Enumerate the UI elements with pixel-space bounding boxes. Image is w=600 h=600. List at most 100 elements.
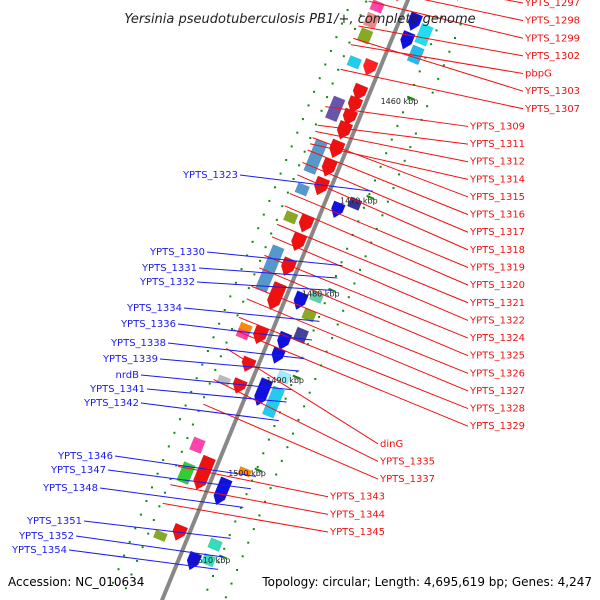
left-label-leader <box>206 251 343 267</box>
ring-dot <box>290 145 293 148</box>
ring-dot <box>336 323 339 326</box>
right-label-leader <box>271 236 469 321</box>
ring-dot <box>253 273 256 276</box>
ring-dot <box>326 96 329 99</box>
ring-dot <box>290 384 293 387</box>
genome-title: Yersinia pseudotuberculosis PB1/+, compl… <box>124 12 475 27</box>
right-gene-label: YPTS_1318 <box>469 245 525 256</box>
ring-dot <box>231 328 234 330</box>
ring-dot <box>236 314 239 317</box>
right-gene-label: YPTS_1307 <box>524 104 580 115</box>
ring-dot <box>414 132 417 135</box>
ring-dot <box>362 206 365 209</box>
ring-dot <box>381 214 384 217</box>
ring-dot <box>246 254 248 257</box>
ring-dot <box>191 423 194 426</box>
ring-dot <box>370 241 373 244</box>
gene-feature <box>400 29 416 50</box>
ring-dot <box>448 50 451 53</box>
ring-dot <box>201 363 204 366</box>
right-gene-label: YPTS_1311 <box>469 139 525 150</box>
right-gene-label: YPTS_1303 <box>524 86 580 97</box>
kbp-tick-mark <box>366 194 375 200</box>
left-gene-label: YPTS_1351 <box>26 516 82 527</box>
ring-dot <box>262 213 265 216</box>
ring-dot <box>292 432 294 435</box>
ring-dot <box>437 77 440 80</box>
ring-dot <box>284 397 287 400</box>
ring-dot <box>269 487 272 490</box>
ring-dot <box>186 437 189 440</box>
ring-dot <box>318 315 321 318</box>
gene-feature <box>362 57 379 76</box>
ring-dot <box>314 123 317 126</box>
kbp-tick-label: 1510 kbp <box>193 556 231 565</box>
left-gene-label: YPTS_1338 <box>110 338 166 349</box>
right-gene-label: YPTS_1302 <box>524 51 580 62</box>
ring-dot <box>228 534 231 537</box>
ring-dot <box>169 478 172 480</box>
ring-dot <box>346 9 349 11</box>
accession-label: Accession: NC_010634 <box>8 575 144 589</box>
ring-dot <box>128 540 131 543</box>
gene-feature <box>406 44 425 66</box>
ring-dot <box>426 105 429 108</box>
left-gene-label: YPTS_1347 <box>50 465 106 476</box>
ring-dot <box>206 588 209 591</box>
ring-dot <box>123 554 126 557</box>
ring-dot <box>368 193 371 196</box>
ring-dot <box>217 561 220 564</box>
ring-dot <box>348 41 351 44</box>
right-gene-label: YPTS_1316 <box>469 210 525 221</box>
ring-dot <box>259 259 261 262</box>
left-gene-label: YPTS_1346 <box>57 451 113 462</box>
right-gene-label: YPTS_1309 <box>469 121 525 132</box>
right-label-leader <box>358 25 524 57</box>
ring-dot <box>218 322 221 325</box>
ring-dot <box>342 309 345 312</box>
ring-dot <box>281 205 284 208</box>
ring-dot <box>180 450 183 453</box>
ring-dot <box>296 131 299 134</box>
left-gene-label: YPTS_1342 <box>83 398 139 409</box>
left-label-leader <box>83 520 231 539</box>
ring-dot <box>286 191 289 194</box>
ring-dot <box>375 228 378 230</box>
kbp-tick-label: 1460 kbp <box>381 97 419 106</box>
right-label-leader <box>307 149 469 216</box>
ring-dot <box>292 178 295 180</box>
ring-dot <box>442 64 445 67</box>
ring-dot <box>268 199 271 202</box>
gene-feature <box>232 377 248 394</box>
gene-feature <box>241 355 257 373</box>
ring-dot <box>164 491 166 494</box>
ring-dot <box>264 246 267 249</box>
ring-dot <box>175 464 178 467</box>
left-label-leader <box>177 323 312 341</box>
gene-feature <box>352 82 369 101</box>
ring-dot <box>402 111 404 114</box>
right-gene-label: YPTS_1335 <box>379 456 435 467</box>
ring-dot <box>295 370 298 373</box>
left-label-leader <box>107 469 251 490</box>
ring-dot <box>117 568 120 571</box>
gene-feature <box>280 256 298 277</box>
left-label-leader <box>68 549 218 570</box>
ring-dot <box>252 528 255 531</box>
ring-dot <box>124 587 127 590</box>
ring-dot <box>313 90 316 93</box>
left-gene-label: YPTS_1323 <box>182 170 238 181</box>
right-gene-label: YPTS_1317 <box>469 227 525 238</box>
ring-dot <box>418 70 421 73</box>
right-label-leader <box>340 68 524 110</box>
left-label-leader <box>196 281 333 291</box>
ring-dot <box>353 282 356 285</box>
topology-label: Topology: circular; Length: 4,695,619 bp… <box>261 575 592 589</box>
ring-dot <box>130 573 133 576</box>
gene-feature <box>266 280 288 311</box>
ring-dot <box>347 296 350 299</box>
ring-dot <box>190 390 193 393</box>
ring-dot <box>203 396 206 399</box>
ring-dot <box>334 275 337 277</box>
